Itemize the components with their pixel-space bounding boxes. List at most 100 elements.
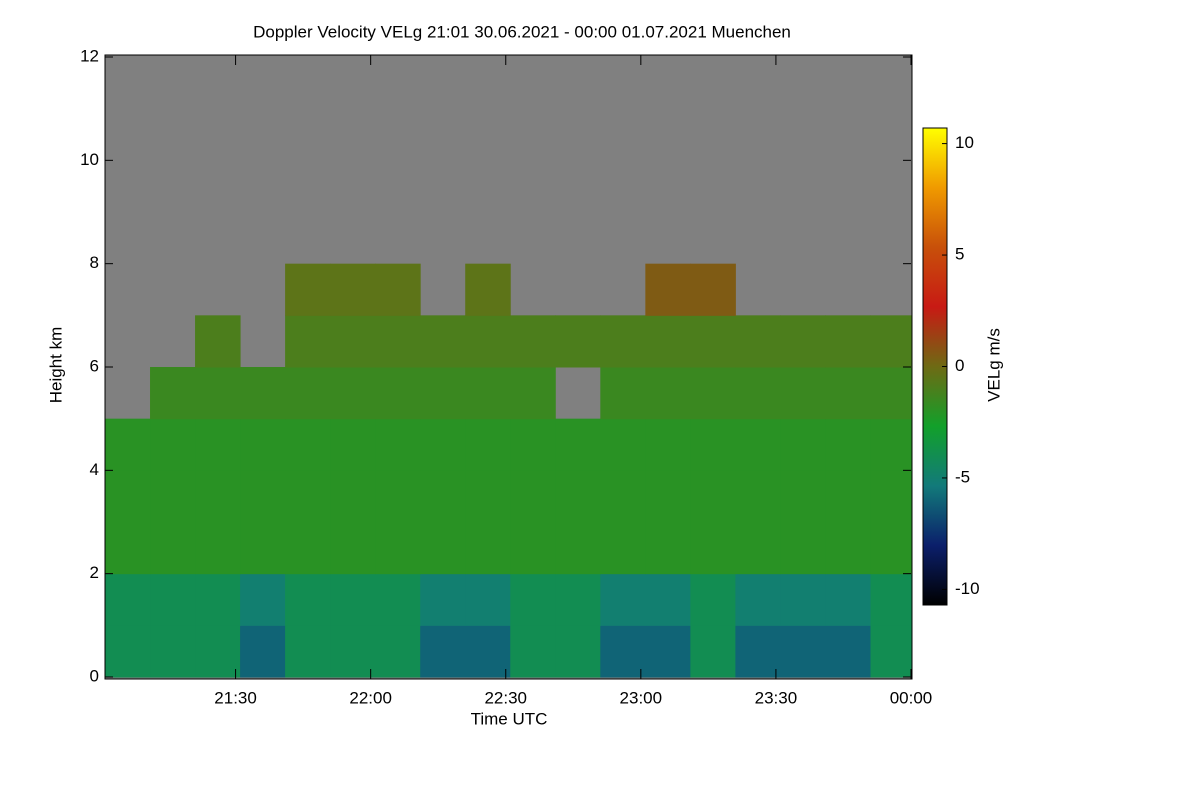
heatmap-cell: [150, 522, 196, 575]
heatmap-cell: [510, 573, 556, 626]
heatmap-cell: [780, 470, 826, 523]
heatmap-cell: [870, 315, 912, 368]
heatmap-cell: [825, 315, 871, 368]
heatmap-cell: [195, 573, 241, 626]
colorbar-tick-label: -10: [955, 579, 980, 598]
heatmap-cell: [600, 315, 646, 368]
heatmap-cell: [555, 522, 601, 575]
heatmap-cell: [690, 367, 736, 420]
y-tick-label: 0: [90, 666, 99, 685]
heatmap-cell: [600, 573, 646, 626]
heatmap-cell: [375, 522, 421, 575]
heatmap-cell: [555, 470, 601, 523]
y-tick-label: 12: [80, 46, 99, 65]
heatmap-cell: [690, 418, 736, 471]
heatmap-cell: [555, 418, 601, 471]
heatmap-cell: [780, 573, 826, 626]
heatmap-cell: [240, 470, 286, 523]
heatmap-cell: [465, 522, 511, 575]
heatmap-cell: [825, 418, 871, 471]
heatmap-cell: [555, 315, 601, 368]
heatmap-cell: [690, 522, 736, 575]
heatmap-cell: [645, 522, 691, 575]
heatmap-cell: [105, 573, 151, 626]
heatmap-cell: [105, 625, 151, 678]
heatmap-cell: [240, 522, 286, 575]
heatmap-cell: [375, 418, 421, 471]
heatmap-cell: [420, 315, 466, 368]
heatmap-cell: [420, 418, 466, 471]
heatmap-cell: [870, 418, 912, 471]
heatmap-cell: [465, 418, 511, 471]
x-tick-label: 22:00: [349, 688, 392, 707]
x-tick-label: 22:30: [484, 688, 527, 707]
heatmap-cell: [735, 573, 781, 626]
heatmap-cell: [465, 470, 511, 523]
colorbar-tick-label: 10: [955, 133, 974, 152]
heatmap-cell: [105, 522, 151, 575]
heatmap-cell: [870, 625, 912, 678]
heatmap-cell: [195, 625, 241, 678]
heatmap-cell: [645, 315, 691, 368]
heatmap-cell: [420, 522, 466, 575]
heatmap-cell: [285, 522, 331, 575]
heatmap-cell: [105, 470, 151, 523]
heatmap-cell: [420, 625, 466, 678]
heatmap-cell: [510, 418, 556, 471]
heatmap-cell: [600, 470, 646, 523]
heatmap-cell: [825, 522, 871, 575]
heatmap-cell: [600, 367, 646, 420]
heatmap-cell: [150, 573, 196, 626]
heatmap-cell: [825, 470, 871, 523]
chart-title: Doppler Velocity VELg 21:01 30.06.2021 -…: [253, 22, 791, 41]
heatmap-cell: [240, 418, 286, 471]
y-tick-label: 2: [90, 563, 99, 582]
y-axis-label: Height km: [46, 327, 65, 404]
heatmap-cell: [420, 573, 466, 626]
x-tick-label: 21:30: [214, 688, 257, 707]
heatmap-cell: [690, 263, 736, 316]
heatmap-cell: [645, 470, 691, 523]
heatmap-cell: [555, 625, 601, 678]
heatmap-cell: [645, 367, 691, 420]
heatmap-cell: [465, 573, 511, 626]
heatmap-cell: [600, 418, 646, 471]
heatmap-cell: [195, 367, 241, 420]
heatmap-cell: [645, 573, 691, 626]
heatmap-cell: [825, 625, 871, 678]
heatmap-cell: [375, 625, 421, 678]
y-tick-label: 10: [80, 150, 99, 169]
heatmap-cell: [510, 625, 556, 678]
heatmap-cell: [150, 367, 196, 420]
heatmap-cell: [825, 367, 871, 420]
heatmap-cell: [600, 625, 646, 678]
heatmap-cell: [690, 470, 736, 523]
heatmap-cell: [150, 418, 196, 471]
heatmap-cell: [600, 522, 646, 575]
heatmap-cell: [330, 522, 376, 575]
x-tick-label: 00:00: [890, 688, 933, 707]
heatmap-cell: [735, 367, 781, 420]
heatmap-cell: [510, 315, 556, 368]
heatmap-cell: [645, 418, 691, 471]
y-tick-label: 6: [90, 356, 99, 375]
heatmap-cell: [150, 625, 196, 678]
heatmap-cell: [330, 418, 376, 471]
heatmap-cell: [735, 625, 781, 678]
heatmap-cell: [465, 315, 511, 368]
heatmap-cell: [285, 573, 331, 626]
colorbar-label: VELg m/s: [984, 328, 1003, 402]
heatmap-cell: [240, 625, 286, 678]
heatmap-cell: [330, 315, 376, 368]
heatmap-cell: [870, 367, 912, 420]
heatmap-cell: [330, 263, 376, 316]
y-tick-label: 8: [90, 253, 99, 272]
heatmap-cell: [375, 573, 421, 626]
heatmap-cell: [825, 573, 871, 626]
heatmap-cell: [555, 573, 601, 626]
heatmap-cell: [375, 470, 421, 523]
heatmap-cell: [465, 625, 511, 678]
y-tick-label: 4: [90, 460, 99, 479]
heatmap-cell: [285, 367, 331, 420]
heatmap-cell: [285, 263, 331, 316]
